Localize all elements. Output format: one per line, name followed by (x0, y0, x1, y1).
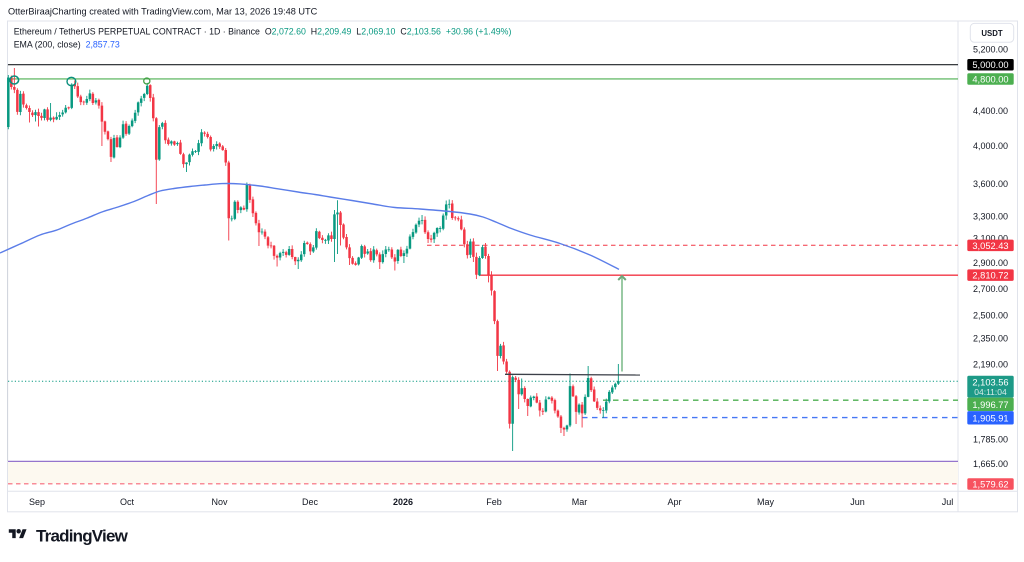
svg-text:1,665.00: 1,665.00 (973, 459, 1008, 469)
svg-text:2,810.72: 2,810.72 (972, 271, 1008, 281)
svg-text:4,000.00: 4,000.00 (973, 141, 1008, 151)
svg-text:2026: 2026 (393, 497, 413, 507)
svg-text:3,100.00: 3,100.00 (973, 234, 1008, 244)
svg-text:2,103.56: 2,103.56 (972, 377, 1008, 387)
svg-text:Sep: Sep (29, 497, 45, 507)
svg-text:Jun: Jun (850, 497, 865, 507)
svg-text:4,800.00: 4,800.00 (972, 74, 1008, 84)
svg-text:1,996.77: 1,996.77 (972, 400, 1008, 410)
svg-text:2,900.00: 2,900.00 (973, 258, 1008, 268)
svg-text:USDT: USDT (981, 29, 1002, 38)
svg-text:Mar: Mar (572, 497, 588, 507)
svg-text:Oct: Oct (120, 497, 135, 507)
svg-text:OtterBiraajCharting created wi: OtterBiraajCharting created with Trading… (8, 6, 318, 16)
svg-text:2,190.00: 2,190.00 (973, 360, 1008, 370)
svg-text:Nov: Nov (211, 497, 228, 507)
svg-text:Apr: Apr (667, 497, 681, 507)
svg-text:3,052.43: 3,052.43 (972, 241, 1008, 251)
svg-text:4,400.00: 4,400.00 (973, 106, 1008, 116)
svg-text:1,905.91: 1,905.91 (972, 413, 1008, 423)
svg-text:1,785.00: 1,785.00 (973, 435, 1008, 445)
svg-text:Dec: Dec (302, 497, 319, 507)
svg-text:3,600.00: 3,600.00 (973, 179, 1008, 189)
svg-text:1,579.62: 1,579.62 (972, 480, 1008, 490)
svg-text:Jul: Jul (942, 497, 954, 507)
svg-text:Feb: Feb (486, 497, 502, 507)
svg-text:2,700.00: 2,700.00 (973, 284, 1008, 294)
svg-text:3,300.00: 3,300.00 (973, 212, 1008, 222)
svg-text:2,500.00: 2,500.00 (973, 311, 1008, 321)
svg-text:TradingView: TradingView (36, 526, 129, 545)
svg-text:04:11:04: 04:11:04 (974, 387, 1007, 397)
svg-text:May: May (757, 497, 775, 507)
svg-text:2,350.00: 2,350.00 (973, 334, 1008, 344)
svg-text:EMA (200, close) 2,857.73: EMA (200, close) 2,857.73 (14, 40, 120, 50)
svg-text:5,000.00: 5,000.00 (972, 60, 1008, 70)
svg-text:Ethereum / TetherUS PERPETUAL: Ethereum / TetherUS PERPETUAL CONTRACT ·… (14, 26, 512, 36)
svg-text:5,200.00: 5,200.00 (973, 45, 1008, 55)
